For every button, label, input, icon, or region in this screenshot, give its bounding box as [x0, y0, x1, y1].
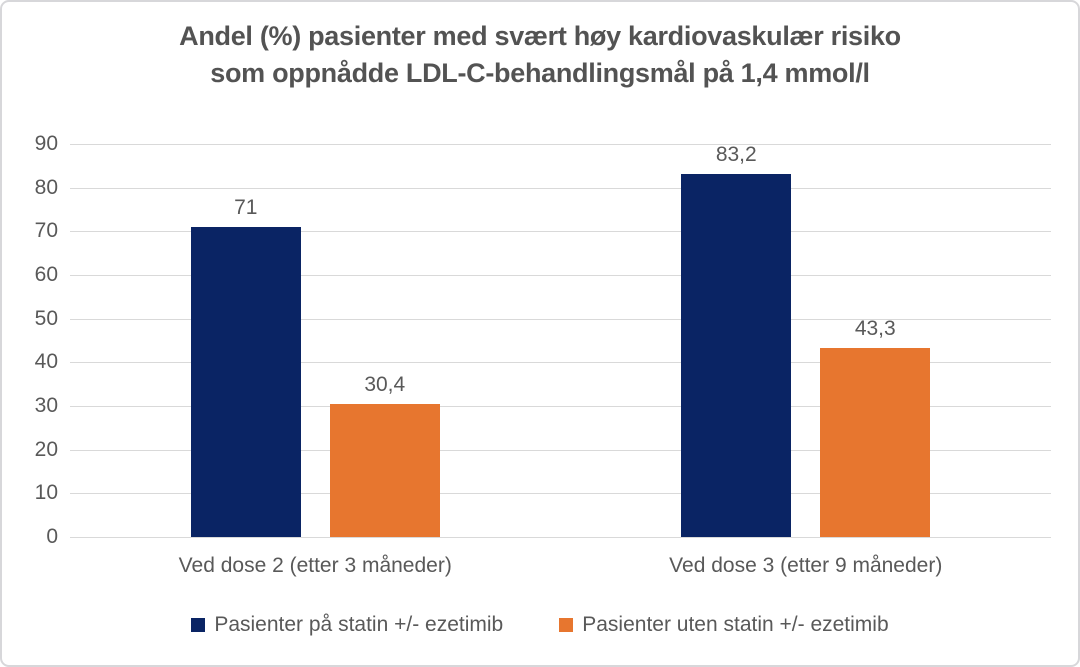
gridline-y-30: [70, 406, 1051, 407]
bar-value-label-series-1-category-1: 43,3: [854, 316, 896, 340]
y-tick-label-30: 30: [34, 394, 58, 417]
y-tick-label-10: 10: [34, 481, 58, 505]
gridline-y-90: [70, 144, 1051, 145]
bar-value-label-series-1-category-0: 30,4: [364, 373, 406, 397]
legend-item-uten-statin: Pasienter uten statin +/- ezetimib: [559, 613, 889, 637]
x-category-label-0: Ved dose 2 (etter 3 måneder): [178, 554, 452, 577]
bar-series-0-category-1: [681, 173, 792, 537]
gridline-y-50: [70, 318, 1051, 320]
y-tick-label-50: 50: [34, 306, 58, 330]
y-tick-label-40: 40: [34, 350, 58, 374]
gridline-y-20: [70, 449, 1051, 451]
chart-title-line-2: som oppnådde LDL-C-behandlingsmål på 1,4…: [210, 58, 870, 88]
chart-title: Andel (%) pasienter med svært høy kardio…: [2, 18, 1078, 92]
y-tick-label-60: 60: [34, 263, 58, 286]
gridline-y-60: [70, 275, 1051, 276]
gridline-y-40: [70, 362, 1051, 364]
gridline-y-70: [70, 231, 1051, 233]
y-tick-label-90: 90: [34, 132, 58, 155]
bar-series-1-category-0: [329, 404, 440, 537]
bar-series-0-category-0: [190, 226, 301, 537]
legend-label-statin: Pasienter på statin +/- ezetimib: [214, 613, 504, 636]
y-tick-label-20: 20: [34, 437, 58, 461]
bar-series-1-category-1: [820, 347, 931, 537]
legend-swatch-statin: [191, 618, 206, 632]
plot-area: 71 30,4 83,2 43,3: [70, 142, 1051, 538]
y-tick-label-0: 0: [46, 525, 58, 548]
legend-swatch-uten-statin: [559, 618, 574, 632]
legend-item-statin: Pasienter på statin +/- ezetimib: [191, 613, 503, 637]
chart-title-line-1: Andel (%) pasienter med svært høy kardio…: [179, 21, 901, 51]
legend: Pasienter på statin +/- ezetimib Pasient…: [2, 613, 1078, 637]
x-category-label-1: Ved dose 3 (etter 9 måneder): [669, 554, 943, 577]
y-axis: 0 10 20 30 40 50 60 70 80 90: [2, 133, 58, 548]
y-tick-label-70: 70: [34, 219, 58, 243]
legend-label-uten-statin: Pasienter uten statin +/- ezetimib: [582, 613, 889, 636]
gridline-y-0: [70, 537, 1051, 538]
y-tick-label-80: 80: [34, 175, 58, 199]
x-axis: Ved dose 2 (etter 3 måneder) Ved dose 3 (…: [70, 554, 1051, 584]
bar-value-label-series-0-category-1: 83,2: [715, 142, 757, 166]
gridline-y-80: [70, 187, 1051, 189]
gridline-y-10: [70, 493, 1051, 495]
bar-value-label-series-0-category-0: 71: [234, 195, 258, 219]
